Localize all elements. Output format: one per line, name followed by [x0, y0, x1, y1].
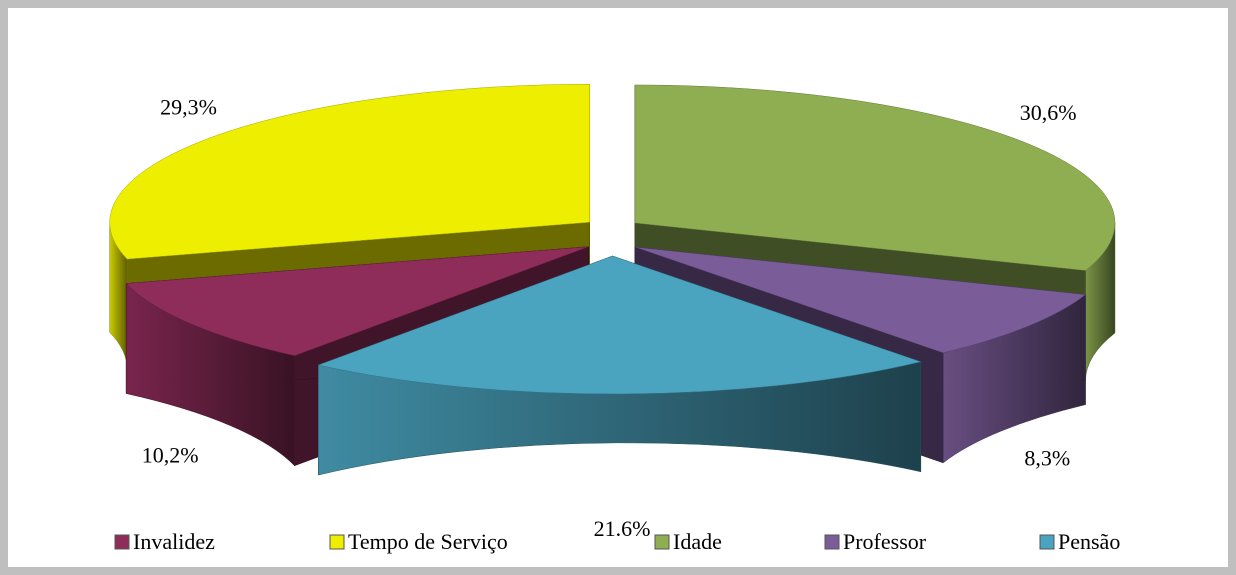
legend-swatch — [824, 534, 840, 550]
slice — [109, 84, 590, 260]
legend-swatch — [654, 534, 670, 550]
legend-swatch — [114, 534, 130, 550]
slice — [125, 246, 589, 356]
legend-swatch — [1039, 534, 1055, 550]
slice — [634, 246, 1087, 354]
legend-item: Tempo de Serviço — [348, 529, 508, 554]
data-label: 21.6% — [594, 516, 651, 541]
legend-item: Professor — [843, 529, 927, 554]
legend-item: Invalidez — [133, 529, 215, 554]
legend-item: Pensão — [1058, 529, 1120, 554]
data-label: 8,3% — [1024, 445, 1070, 470]
data-label: 10,2% — [142, 442, 199, 467]
data-label: 29,3% — [160, 95, 217, 120]
slice — [634, 84, 1116, 271]
data-label: 30,6% — [1020, 100, 1077, 125]
slice — [317, 255, 922, 395]
legend-swatch — [329, 534, 345, 550]
legend-item: Idade — [673, 529, 722, 554]
